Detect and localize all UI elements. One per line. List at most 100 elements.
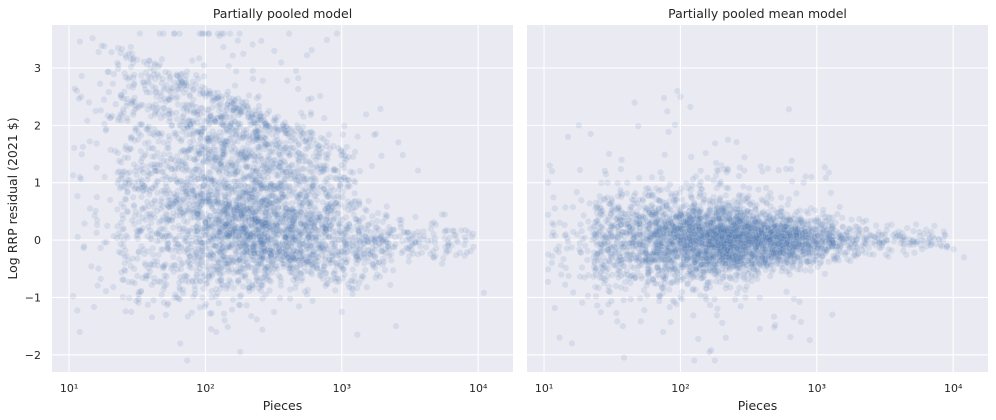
scatter-point xyxy=(209,163,217,170)
scatter-point xyxy=(361,206,369,213)
scatter-point xyxy=(299,213,306,221)
scatter-point xyxy=(313,214,321,222)
scatter-point xyxy=(207,254,215,262)
scatter-point xyxy=(221,197,229,205)
scatter-point xyxy=(263,221,271,229)
scatter-point xyxy=(167,264,175,272)
scatter-point xyxy=(249,194,257,202)
scatter-point xyxy=(315,149,323,157)
scatter-point xyxy=(253,174,261,182)
scatter-point xyxy=(178,165,186,173)
scatter-point xyxy=(272,220,280,228)
scatter-point xyxy=(284,231,291,239)
scatter-point xyxy=(424,237,432,245)
scatter-point xyxy=(363,283,371,291)
scatter-point xyxy=(344,224,352,232)
scatter-point xyxy=(442,227,450,235)
scatter-point xyxy=(294,238,302,246)
scatter-point xyxy=(189,137,197,145)
scatter-point xyxy=(182,72,190,80)
scatter-point xyxy=(158,291,166,299)
scatter-point xyxy=(122,232,130,239)
scatter-point xyxy=(349,285,356,293)
scatter-point xyxy=(172,197,179,205)
scatter-point xyxy=(217,270,225,278)
scatter-point xyxy=(177,85,185,93)
scatter-point xyxy=(137,157,145,165)
scatter-point xyxy=(215,299,223,307)
scatter-point xyxy=(138,121,146,129)
scatter-point xyxy=(365,197,373,205)
scatter-point xyxy=(252,269,260,277)
scatter-point xyxy=(186,262,193,270)
scatter-point xyxy=(330,215,338,223)
scatter-point xyxy=(259,77,267,85)
scatter-point xyxy=(285,152,293,160)
scatter-point xyxy=(96,80,104,88)
scatter-point xyxy=(108,48,116,56)
scatter-point xyxy=(247,114,255,122)
scatter-point xyxy=(375,259,383,267)
scatter-point xyxy=(205,30,213,37)
scatter-point xyxy=(309,249,317,257)
scatter-point xyxy=(360,240,367,248)
scatter-point xyxy=(309,219,317,227)
scatter-point xyxy=(270,221,278,229)
scatter-point xyxy=(176,295,184,303)
panel-partially-pooled-mean-model: 10¹ 10² 10³ 10⁴ Partially pooled mean model… xyxy=(527,6,988,413)
scatter-point xyxy=(232,67,240,75)
scatter-point xyxy=(186,227,194,235)
scatter-point xyxy=(230,177,238,185)
scatter-point xyxy=(104,112,112,120)
scatter-point xyxy=(287,257,295,264)
scatter-point xyxy=(228,212,236,219)
scatter-point xyxy=(562,204,569,211)
scatter-point xyxy=(618,156,625,164)
scatter-point xyxy=(234,206,242,214)
scatter-point xyxy=(201,219,209,227)
scatter-point xyxy=(322,216,330,224)
scatter-point xyxy=(351,197,359,205)
scatter-point xyxy=(130,220,138,228)
y-tick-label: 0 xyxy=(34,234,41,247)
scatter-point xyxy=(157,132,165,140)
scatter-point xyxy=(260,196,267,204)
scatter-point xyxy=(221,206,229,214)
scatter-point xyxy=(154,278,162,285)
scatter-point xyxy=(91,212,99,220)
scatter-point xyxy=(177,137,185,145)
scatter-point xyxy=(129,193,137,201)
scatter-point xyxy=(195,54,203,62)
scatter-point xyxy=(316,245,324,253)
scatter-point xyxy=(151,132,159,139)
scatter-point xyxy=(196,236,204,244)
scatter-point xyxy=(182,163,190,171)
scatter-point xyxy=(255,144,263,152)
scatter-point xyxy=(292,67,300,75)
scatter-point xyxy=(369,263,377,270)
scatter-point xyxy=(237,149,245,157)
scatter-point xyxy=(235,301,243,309)
scatter-point xyxy=(235,131,243,139)
scatter-point xyxy=(379,218,387,226)
scatter-point xyxy=(470,243,477,251)
scatter-point xyxy=(272,242,280,250)
scatter-point xyxy=(313,265,321,272)
scatter-point xyxy=(281,144,289,152)
scatter-point xyxy=(241,223,249,231)
scatter-point xyxy=(168,121,176,129)
scatter-point xyxy=(350,211,358,219)
scatter-point xyxy=(258,326,266,333)
scatter-point xyxy=(276,196,284,204)
scatter-point xyxy=(205,146,213,154)
scatter-point xyxy=(171,261,179,269)
scatter-point xyxy=(276,247,284,255)
scatter-point xyxy=(89,34,97,42)
scatter-point xyxy=(270,208,278,216)
scatter-point xyxy=(122,52,130,59)
scatter-point xyxy=(136,30,144,37)
scatter-point xyxy=(199,158,207,166)
scatter-point xyxy=(375,226,383,234)
scatter-point xyxy=(261,212,269,220)
scatter-point xyxy=(106,196,114,204)
